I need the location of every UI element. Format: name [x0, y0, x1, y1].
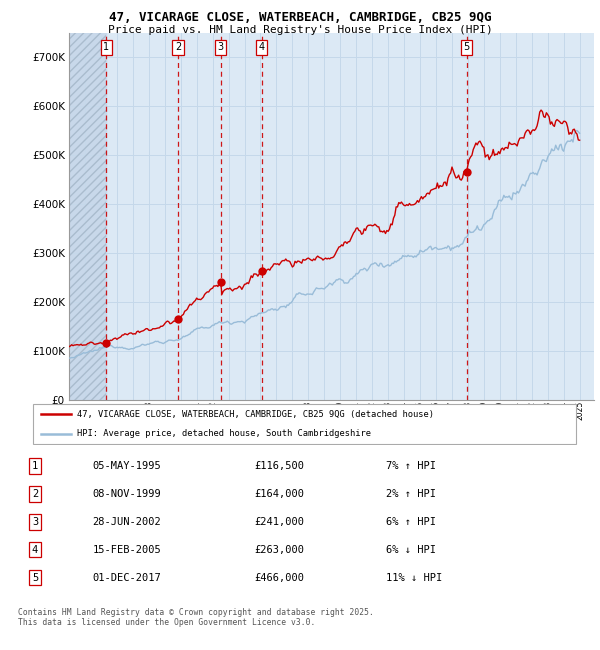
Text: 6% ↓ HPI: 6% ↓ HPI — [386, 545, 436, 554]
Text: £263,000: £263,000 — [254, 545, 304, 554]
Text: £116,500: £116,500 — [254, 461, 304, 471]
Text: 2: 2 — [32, 489, 38, 499]
Text: 2: 2 — [175, 42, 181, 52]
Text: £241,000: £241,000 — [254, 517, 304, 526]
Text: £466,000: £466,000 — [254, 573, 304, 582]
Text: 08-NOV-1999: 08-NOV-1999 — [92, 489, 161, 499]
Text: 3: 3 — [218, 42, 224, 52]
Text: 47, VICARAGE CLOSE, WATERBEACH, CAMBRIDGE, CB25 9QG (detached house): 47, VICARAGE CLOSE, WATERBEACH, CAMBRIDG… — [77, 410, 434, 419]
Text: 01-DEC-2017: 01-DEC-2017 — [92, 573, 161, 582]
Bar — [69, 32, 106, 400]
Text: 1: 1 — [103, 42, 109, 52]
Text: £164,000: £164,000 — [254, 489, 304, 499]
Text: 28-JUN-2002: 28-JUN-2002 — [92, 517, 161, 526]
Text: 47, VICARAGE CLOSE, WATERBEACH, CAMBRIDGE, CB25 9QG: 47, VICARAGE CLOSE, WATERBEACH, CAMBRIDG… — [109, 11, 491, 24]
Text: Contains HM Land Registry data © Crown copyright and database right 2025.
This d: Contains HM Land Registry data © Crown c… — [18, 608, 374, 627]
Text: 5: 5 — [464, 42, 470, 52]
Text: 5: 5 — [32, 573, 38, 582]
Text: 4: 4 — [259, 42, 265, 52]
Text: 05-MAY-1995: 05-MAY-1995 — [92, 461, 161, 471]
Text: 7% ↑ HPI: 7% ↑ HPI — [386, 461, 436, 471]
Text: 11% ↓ HPI: 11% ↓ HPI — [386, 573, 443, 582]
Text: 1: 1 — [32, 461, 38, 471]
Text: 15-FEB-2005: 15-FEB-2005 — [92, 545, 161, 554]
Text: HPI: Average price, detached house, South Cambridgeshire: HPI: Average price, detached house, Sout… — [77, 430, 371, 438]
Text: 6% ↑ HPI: 6% ↑ HPI — [386, 517, 436, 526]
Text: 2% ↑ HPI: 2% ↑ HPI — [386, 489, 436, 499]
Text: 4: 4 — [32, 545, 38, 554]
Text: Price paid vs. HM Land Registry's House Price Index (HPI): Price paid vs. HM Land Registry's House … — [107, 25, 493, 34]
Text: 3: 3 — [32, 517, 38, 526]
Bar — [69, 32, 106, 400]
